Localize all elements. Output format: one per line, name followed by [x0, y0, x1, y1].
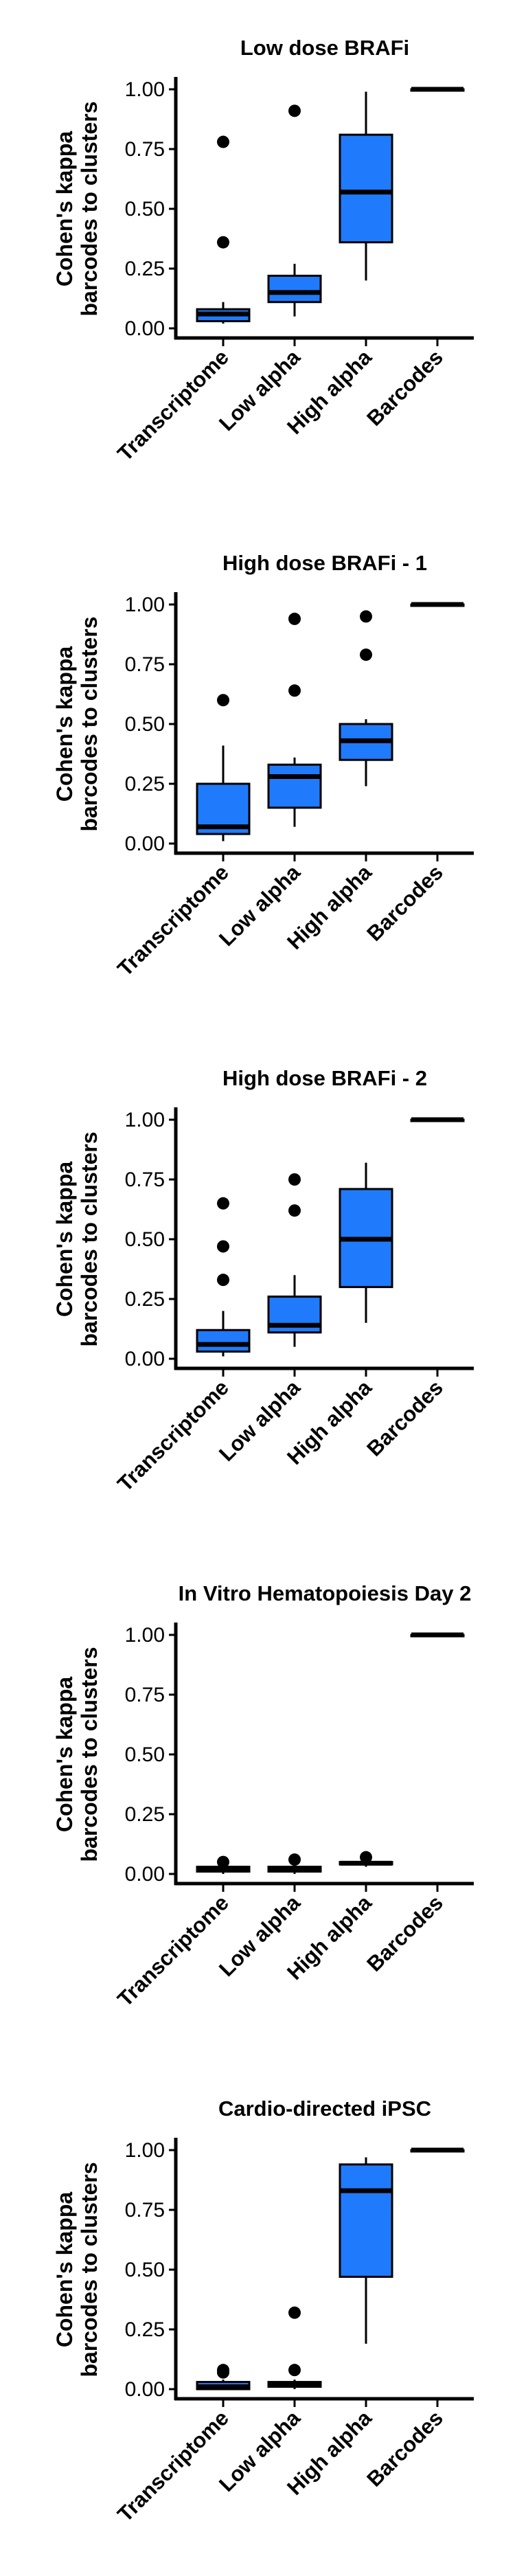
outlier-point — [217, 1855, 229, 1868]
outlier-point — [288, 1853, 301, 1866]
outlier-point — [217, 1197, 229, 1210]
y-tick-label: 0.75 — [125, 653, 165, 676]
outlier-point — [217, 1240, 229, 1253]
y-tick-label: 0.50 — [125, 2259, 165, 2281]
y-axis-title: Cohen's kappabarcodes to clusters — [52, 102, 102, 317]
y-axis-title-line: Cohen's kappa — [52, 1677, 77, 1833]
box-rect — [267, 763, 322, 809]
y-axis-title: Cohen's kappabarcodes to clusters — [52, 1647, 102, 1862]
outlier-point — [288, 2306, 301, 2319]
panel-title: High dose BRAFi - 2 — [222, 1066, 427, 1090]
y-tick-label: 0.50 — [125, 198, 165, 221]
y-tick-label: 0.75 — [125, 1168, 165, 1191]
outlier-point — [217, 1274, 229, 1287]
x-tick-label: Barcodes — [362, 1890, 448, 1976]
y-tick-label: 1.00 — [125, 1624, 165, 1647]
y-tick-label: 0.75 — [125, 2199, 165, 2222]
x-tick-label: Transcriptome — [113, 2406, 233, 2527]
y-tick-label: 0.50 — [125, 1743, 165, 1766]
y-tick-label: 0.00 — [125, 317, 165, 340]
outlier-point — [288, 104, 301, 117]
box-rect — [339, 133, 393, 244]
y-tick-label: 0.75 — [125, 1684, 165, 1706]
y-axis-title-line: Cohen's kappa — [52, 1162, 77, 1318]
y-tick-label: 1.00 — [125, 78, 165, 101]
outlier-point — [217, 236, 229, 249]
y-axis-title-line: barcodes to clusters — [77, 617, 102, 832]
y-tick-label: 1.00 — [125, 2139, 165, 2162]
panel-title: Cardio-directed iPSC — [218, 2097, 431, 2121]
outlier-point — [288, 1173, 301, 1186]
y-axis-title-line: Cohen's kappa — [52, 131, 77, 287]
y-tick-label: 0.25 — [125, 2318, 165, 2341]
chart-panel: Low dose BRAFi Cohen's kappabarcodes to c… — [52, 36, 474, 466]
y-axis-title-line: Cohen's kappa — [52, 646, 77, 802]
y-tick-label: 1.00 — [125, 1109, 165, 1131]
y-axis-title-line: barcodes to clusters — [77, 2162, 102, 2377]
y-tick-label: 0.00 — [125, 833, 165, 855]
y-tick-label: 0.50 — [125, 713, 165, 736]
y-tick-label: 0.00 — [125, 2378, 165, 2401]
panel-title: High dose BRAFi - 1 — [222, 551, 427, 575]
x-tick-label: Transcriptome — [113, 1890, 233, 2011]
outlier-point — [217, 135, 229, 148]
y-tick-label: 0.25 — [125, 1288, 165, 1311]
outlier-point — [217, 694, 229, 707]
y-tick-label: 0.00 — [125, 1348, 165, 1370]
x-tick-label: Transcriptome — [113, 1375, 233, 1496]
outlier-point — [360, 610, 372, 623]
y-tick-label: 0.25 — [125, 773, 165, 795]
y-axis-title-line: barcodes to clusters — [77, 102, 102, 317]
chart-panel: In Vitro Hematopoiesis Day 2 Cohen's kapp… — [52, 1581, 474, 2011]
box-rect — [267, 274, 322, 304]
x-tick-label: Barcodes — [362, 345, 448, 431]
x-tick-label: Transcriptome — [113, 345, 233, 466]
y-tick-label: 0.75 — [125, 138, 165, 161]
x-tick-label: Barcodes — [362, 2406, 448, 2492]
y-tick-label: 0.25 — [125, 258, 165, 280]
outlier-point — [288, 1204, 301, 1217]
y-tick-label: 0.00 — [125, 1863, 165, 1886]
y-tick-label: 0.25 — [125, 1803, 165, 1826]
y-axis-title: Cohen's kappabarcodes to clusters — [52, 1132, 102, 1347]
outlier-point — [360, 1851, 372, 1864]
box-rect — [196, 1329, 251, 1353]
chart-panel: High dose BRAFi - 1 Cohen's kappabarcodes… — [52, 551, 474, 981]
y-axis-title-line: Cohen's kappa — [52, 2192, 77, 2348]
panel-title: Low dose BRAFi — [240, 36, 409, 60]
box-rect — [339, 2163, 393, 2278]
outlier-point — [217, 2364, 229, 2377]
outlier-point — [360, 648, 372, 662]
x-tick-label: Transcriptome — [113, 860, 233, 981]
y-axis-title-line: barcodes to clusters — [77, 1647, 102, 1862]
x-tick-label: Barcodes — [362, 860, 448, 946]
chart-panel: Cardio-directed iPSC Cohen's kappabarcode… — [52, 2097, 474, 2527]
chart-panel: High dose BRAFi - 2 Cohen's kappabarcodes… — [52, 1066, 474, 1496]
outlier-point — [288, 2364, 301, 2377]
panel-title: In Vitro Hematopoiesis Day 2 — [179, 1581, 472, 1605]
y-tick-label: 1.00 — [125, 594, 165, 616]
y-axis-title: Cohen's kappabarcodes to clusters — [52, 617, 102, 832]
outlier-point — [288, 612, 301, 625]
outlier-point — [288, 684, 301, 697]
y-axis-title-line: barcodes to clusters — [77, 1132, 102, 1347]
y-tick-label: 0.50 — [125, 1228, 165, 1251]
y-axis-title: Cohen's kappabarcodes to clusters — [52, 2162, 102, 2377]
x-tick-label: Barcodes — [362, 1375, 448, 1461]
